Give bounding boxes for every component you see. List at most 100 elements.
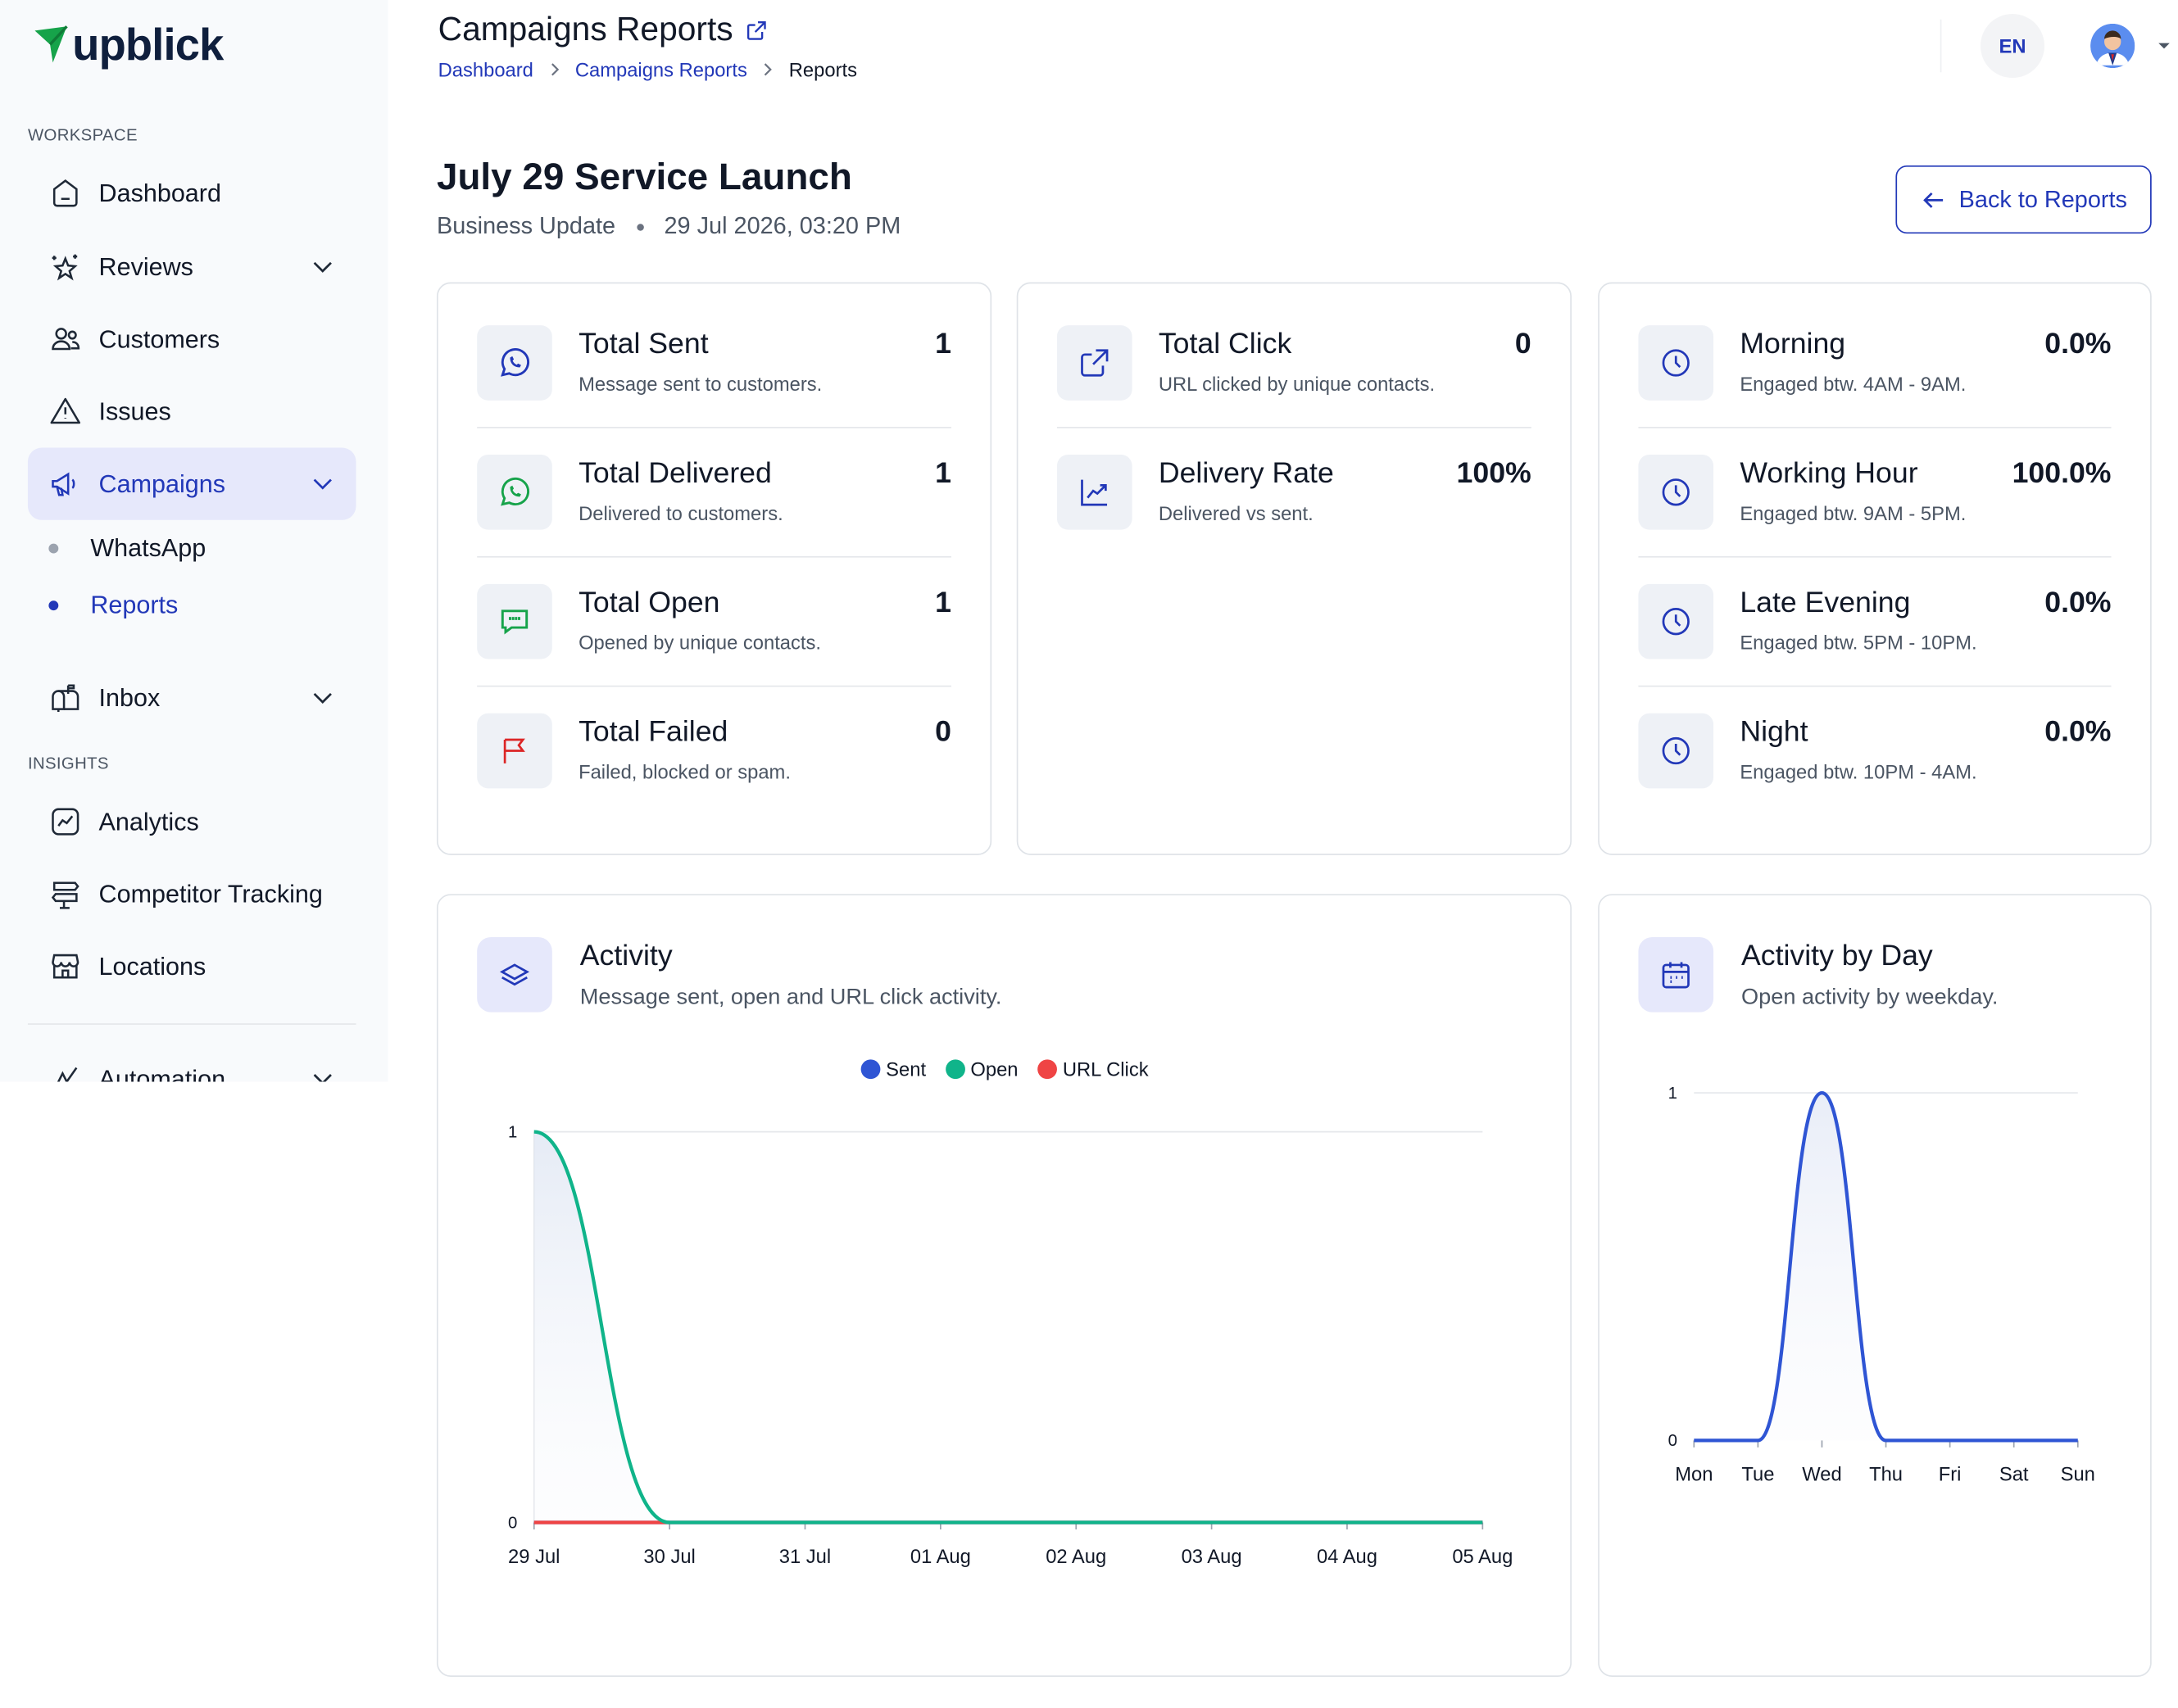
chart-legend: Sent Open URL Click bbox=[860, 1058, 1168, 1081]
sidebar-item-issues[interactable]: Issues bbox=[28, 375, 356, 447]
whatsapp-green-icon bbox=[477, 455, 552, 530]
calendar-icon bbox=[1638, 936, 1714, 1013]
engagement-stats-card: Total Click URL clicked by unique contac… bbox=[1016, 282, 1572, 855]
bullet-dot bbox=[48, 600, 59, 611]
chevron-down-icon bbox=[313, 478, 332, 490]
legend-swatch bbox=[945, 1059, 965, 1080]
sidebar-item-label: Campaigns bbox=[98, 469, 226, 497]
warning-icon bbox=[48, 395, 82, 428]
breadcrumb-current: Reports bbox=[788, 58, 857, 81]
y-tick-label: 0 bbox=[508, 1514, 517, 1532]
sidebar-item-locations[interactable]: Locations bbox=[28, 930, 356, 1002]
activity-by-day-card: Activity by Day Open activity by weekday… bbox=[1598, 894, 2152, 1677]
legend-label: Sent bbox=[886, 1058, 927, 1081]
sidebar-item-dashboard[interactable]: Dashboard bbox=[28, 157, 356, 229]
stat-desc: Delivered to customers. bbox=[579, 501, 783, 524]
stat-title: Late Evening bbox=[1740, 587, 1911, 619]
user-avatar-icon bbox=[2090, 23, 2135, 69]
sidebar-subitem-label: WhatsApp bbox=[90, 533, 206, 562]
stat-value: 1 bbox=[935, 328, 951, 360]
row-divider bbox=[477, 685, 951, 687]
sidebar-item-label: Customers bbox=[98, 324, 220, 353]
stat-value: 0.0% bbox=[2044, 716, 2112, 749]
activity-by-day-chart: 0 1 Mon Tue Wed Thu Fri Sat Sun bbox=[1668, 1085, 2095, 1486]
workspace-section-label: WORKSPACE bbox=[27, 125, 138, 145]
separator-dot bbox=[636, 223, 644, 230]
breadcrumb-dashboard[interactable]: Dashboard bbox=[438, 58, 533, 81]
sidebar-item-inbox[interactable]: Inbox bbox=[28, 662, 356, 734]
bullet-dot bbox=[48, 543, 59, 554]
sidebar-item-competitor-tracking[interactable]: Competitor Tracking bbox=[28, 858, 356, 930]
sidebar-divider bbox=[27, 1023, 356, 1025]
automation-icon bbox=[48, 1062, 82, 1082]
stat-morning: Morning Engaged btw. 4AM - 9AM. 0.0% bbox=[1638, 325, 2112, 455]
chart-subtitle: Message sent, open and URL click activit… bbox=[579, 985, 1002, 1010]
flag-icon bbox=[477, 713, 552, 789]
sidebar-item-label: Issues bbox=[98, 396, 171, 425]
sidebar-item-label: Automation bbox=[98, 1064, 226, 1082]
chart-title: Activity by Day bbox=[1741, 940, 1933, 972]
legend-item[interactable]: URL Click bbox=[1037, 1058, 1149, 1081]
caret-down-icon[interactable] bbox=[2156, 38, 2172, 54]
legend-swatch bbox=[1037, 1059, 1058, 1080]
x-tick-label: Sat bbox=[1999, 1464, 2029, 1486]
stat-desc: Engaged btw. 4AM - 9AM. bbox=[1740, 372, 1967, 396]
stat-desc: URL clicked by unique contacts. bbox=[1158, 372, 1436, 396]
language-switcher[interactable]: EN bbox=[1980, 13, 2045, 79]
breadcrumb-campaigns-reports[interactable]: Campaigns Reports bbox=[574, 58, 747, 81]
stat-title: Total Click bbox=[1158, 328, 1292, 360]
x-tick-label: Fri bbox=[1939, 1464, 1962, 1486]
sidebar-item-label: Dashboard bbox=[98, 179, 221, 207]
x-tick-label: Wed bbox=[1802, 1464, 1841, 1486]
clock-icon bbox=[1638, 455, 1714, 530]
external-link-icon[interactable] bbox=[746, 20, 768, 42]
x-tick-label: 01 Aug bbox=[910, 1546, 971, 1568]
row-divider bbox=[1638, 685, 2112, 687]
x-tick-label: Sun bbox=[2061, 1464, 2095, 1486]
chart-icon bbox=[48, 805, 82, 839]
legend-item[interactable]: Open bbox=[945, 1058, 1019, 1081]
breadcrumb: Dashboard Campaigns Reports Reports bbox=[438, 58, 857, 80]
sidebar-item-analytics[interactable]: Analytics bbox=[28, 786, 356, 858]
row-divider bbox=[1638, 555, 2112, 558]
logo-mark-icon bbox=[34, 25, 68, 63]
mailbox-icon bbox=[48, 682, 82, 715]
clock-icon bbox=[1638, 583, 1714, 659]
megaphone-icon bbox=[48, 467, 82, 501]
clock-icon bbox=[1638, 325, 1714, 401]
sidebar-item-reviews[interactable]: Reviews bbox=[28, 231, 356, 303]
chart-subtitle: Open activity by weekday. bbox=[1741, 985, 1999, 1010]
sidebar-subitem-whatsapp[interactable]: WhatsApp bbox=[48, 534, 206, 564]
sidebar-item-automation[interactable]: Automation bbox=[28, 1043, 356, 1082]
brand-logo[interactable]: upblick bbox=[34, 19, 224, 70]
legend-swatch bbox=[860, 1059, 881, 1080]
stat-delivery-rate: Delivery Rate Delivered vs sent. 100% bbox=[1056, 455, 1531, 584]
sidebar: upblick WORKSPACE Dashboard Reviews Cust… bbox=[0, 0, 388, 1082]
stat-title: Total Failed bbox=[579, 716, 728, 749]
stat-desc: Message sent to customers. bbox=[579, 372, 823, 396]
report-title: July 29 Service Launch bbox=[436, 156, 852, 198]
stat-value: 0.0% bbox=[2044, 328, 2112, 360]
sidebar-item-customers[interactable]: Customers bbox=[28, 303, 356, 375]
sidebar-subitem-reports[interactable]: Reports bbox=[48, 591, 178, 620]
x-tick-label: 31 Jul bbox=[779, 1546, 831, 1568]
chart-title: Activity bbox=[579, 940, 673, 972]
avatar[interactable] bbox=[2090, 23, 2135, 69]
header-divider bbox=[1940, 19, 1942, 73]
stat-title: Delivery Rate bbox=[1158, 457, 1334, 490]
report-meta: Business Update 29 Jul 2026, 03:20 PM bbox=[437, 213, 901, 241]
back-button-label: Back to Reports bbox=[1958, 185, 2127, 212]
legend-item[interactable]: Sent bbox=[860, 1058, 927, 1081]
stat-title: Working Hour bbox=[1740, 457, 1918, 490]
back-to-reports-button[interactable]: Back to Reports bbox=[1895, 165, 2152, 234]
chevron-down-icon bbox=[313, 692, 332, 704]
sidebar-item-campaigns[interactable]: Campaigns bbox=[27, 447, 356, 520]
row-divider bbox=[477, 555, 951, 558]
stat-value: 100.0% bbox=[2012, 457, 2112, 490]
stat-title: Morning bbox=[1740, 328, 1846, 360]
x-tick-label: 02 Aug bbox=[1046, 1546, 1106, 1568]
series-line-open bbox=[533, 1130, 1483, 1525]
row-divider bbox=[1056, 427, 1531, 428]
stat-late-evening: Late Evening Engaged btw. 5PM - 10PM. 0.… bbox=[1638, 583, 2112, 714]
stat-desc: Delivered vs sent. bbox=[1158, 501, 1314, 524]
